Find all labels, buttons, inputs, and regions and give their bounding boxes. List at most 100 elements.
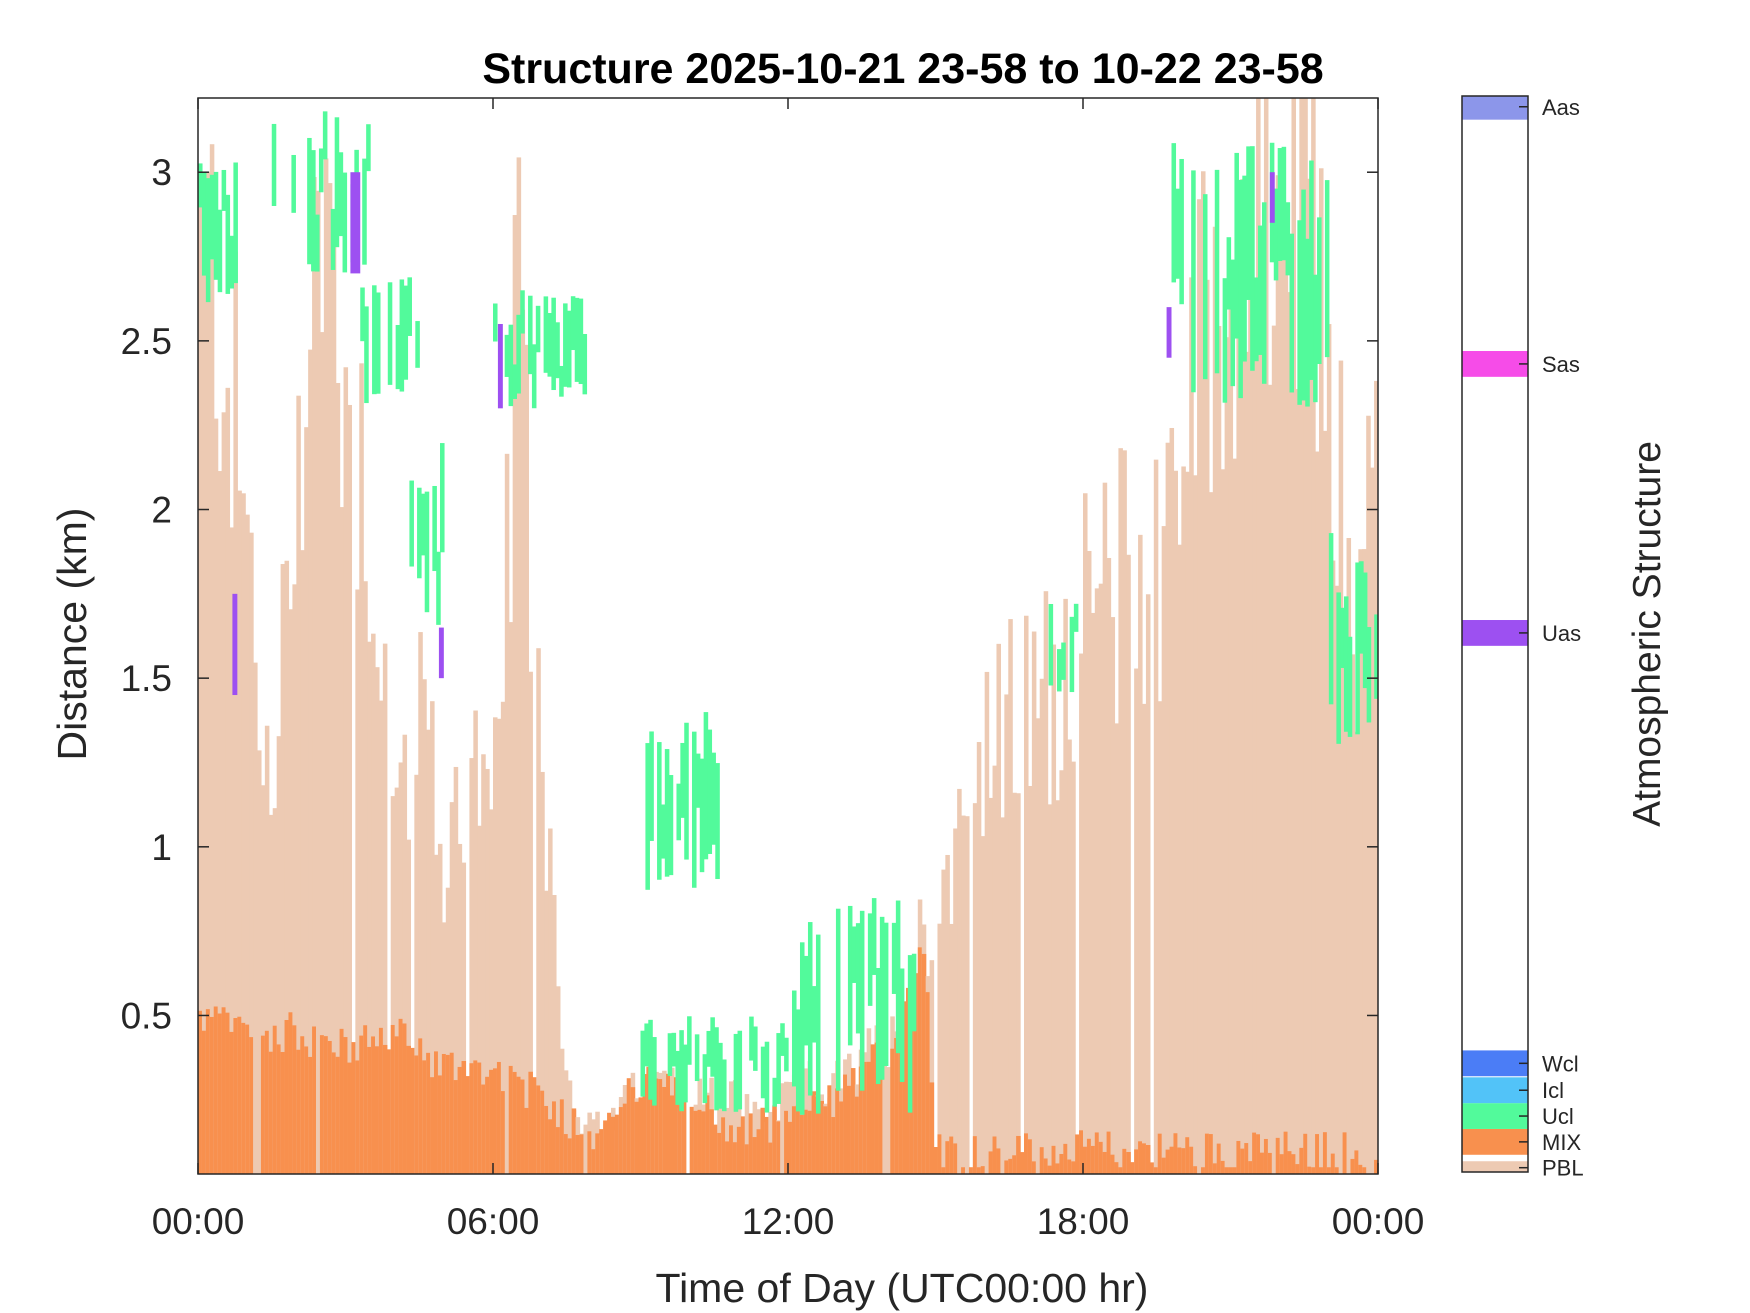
ucl-cell: [1242, 175, 1247, 362]
ucl-cell: [772, 1077, 778, 1107]
pbl-column: [945, 854, 950, 1174]
pbl-column: [1106, 557, 1112, 1174]
mix-column: [662, 1086, 667, 1174]
mix-column: [1236, 1140, 1241, 1174]
pbl-column: [398, 762, 404, 1174]
ucl-cell: [1069, 616, 1075, 693]
ucl-cell: [417, 487, 422, 579]
y-tick-label: 3: [151, 152, 172, 193]
mix-column: [611, 1116, 616, 1174]
pbl-column: [1086, 550, 1092, 1174]
mix-column: [449, 1052, 455, 1174]
ucl-cell: [424, 491, 430, 613]
mix-column: [1012, 1155, 1017, 1174]
mix-column: [1279, 1154, 1285, 1174]
mix-column: [732, 1142, 738, 1174]
ucl-cell: [691, 731, 697, 888]
mix-column: [1004, 1160, 1009, 1174]
mix-column: [1334, 1167, 1340, 1174]
mix-column: [725, 1141, 730, 1174]
ucl-cell: [1191, 170, 1196, 393]
mix-column: [520, 1079, 526, 1174]
ucl-cell: [1317, 217, 1322, 365]
pbl-column: [331, 215, 337, 1174]
mix-column: [225, 1012, 231, 1174]
mix-column: [323, 1036, 329, 1174]
pbl-column: [343, 367, 349, 1174]
mix-column: [414, 1055, 419, 1174]
pbl-column: [1165, 442, 1171, 1174]
pbl-column: [1374, 380, 1378, 1174]
pbl-column: [583, 1124, 588, 1174]
pbl-column: [1232, 458, 1237, 1174]
pbl-column: [355, 589, 360, 1174]
pbl-column: [528, 671, 533, 1174]
pbl-column: [434, 854, 439, 1174]
ucl-cell: [694, 1034, 700, 1082]
pbl-column: [1283, 253, 1289, 1174]
mix-column: [205, 1009, 211, 1174]
mix-column: [815, 1096, 821, 1174]
mix-column: [894, 1037, 899, 1174]
mix-column: [823, 1106, 828, 1174]
pbl-column: [937, 923, 942, 1174]
mix-column: [1098, 1141, 1104, 1174]
pbl-column: [457, 843, 463, 1174]
pbl-column: [382, 643, 388, 1174]
mix-column: [925, 992, 931, 1174]
ucl-cell: [1254, 277, 1259, 362]
mix-column: [445, 1054, 451, 1174]
mix-column: [1354, 1150, 1359, 1174]
pbl-column: [319, 332, 325, 1174]
uas-cell: [438, 627, 444, 679]
mix-column: [1315, 1134, 1320, 1174]
ucl-cell: [535, 305, 541, 353]
pbl-column: [371, 633, 376, 1174]
pbl-column: [725, 1107, 730, 1174]
ucl-cell: [409, 480, 414, 567]
pbl-column: [1208, 492, 1214, 1174]
pbl-column: [430, 701, 435, 1174]
uas-cell: [1269, 172, 1275, 223]
mix-column: [603, 1120, 608, 1174]
mix-column: [249, 1037, 254, 1174]
mix-column: [709, 1109, 714, 1174]
mix-column: [1358, 1164, 1363, 1174]
mix-column: [367, 1046, 372, 1174]
mix-column: [945, 1141, 950, 1174]
pbl-column: [1027, 785, 1033, 1174]
ucl-cell: [399, 279, 405, 392]
pbl-column: [1059, 770, 1064, 1174]
ucl-cell: [566, 310, 572, 388]
pbl-column: [1201, 171, 1206, 1174]
ucl-cell: [1246, 146, 1251, 300]
ucl-cell: [657, 742, 662, 880]
pbl-column: [1334, 585, 1340, 1174]
pbl-column: [1114, 723, 1119, 1174]
pbl-column: [996, 643, 1001, 1174]
mix-column: [1185, 1137, 1190, 1174]
ucl-cell: [707, 729, 713, 854]
pbl-column: [426, 729, 431, 1174]
ucl-cell: [338, 152, 344, 237]
pbl-column: [201, 172, 207, 1174]
pbl-column: [972, 803, 978, 1174]
mix-column: [363, 1025, 368, 1174]
pbl-column: [1094, 588, 1100, 1174]
ucl-cell: [895, 900, 901, 1054]
ucl-cell: [217, 209, 223, 293]
mix-column: [233, 1018, 238, 1174]
mix-column: [575, 1134, 581, 1174]
mix-column: [201, 1030, 207, 1174]
pbl-column: [520, 309, 526, 1174]
mix-column: [1110, 1154, 1116, 1174]
pbl-column: [198, 172, 203, 1174]
ucl-cell: [1061, 642, 1066, 680]
mix-column: [1031, 1161, 1037, 1174]
pbl-column: [308, 349, 313, 1174]
pbl-column: [304, 427, 309, 1174]
mix-column: [1212, 1163, 1218, 1174]
mix-column: [1055, 1163, 1060, 1174]
pbl-column: [1102, 482, 1108, 1174]
pbl-column: [1240, 179, 1245, 1174]
